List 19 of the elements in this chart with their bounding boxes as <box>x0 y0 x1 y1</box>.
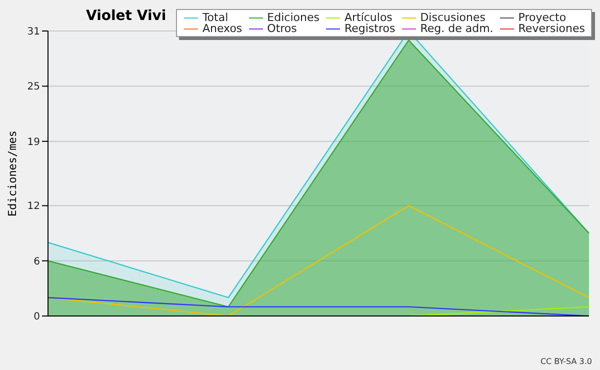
chart-title: Violet Vivi <box>86 8 166 24</box>
text: CC BY-SA 3.0 <box>540 357 592 366</box>
y-axis-title: Ediciones/mes <box>6 130 19 217</box>
y-tick-label: 31 <box>27 26 40 38</box>
y-tick-label: 19 <box>27 136 40 148</box>
y-tick-label: 6 <box>34 256 40 268</box>
y-tick-label: 0 <box>34 312 40 323</box>
legend-label: Anexos <box>202 22 242 35</box>
legend-label: Discusiones <box>420 11 486 24</box>
legend-label: Reg. de adm. <box>420 22 494 35</box>
legend-label: Registros <box>344 22 396 35</box>
legend-label: Artículos <box>344 11 392 24</box>
y-tick-label: 25 <box>27 82 40 93</box>
legend-label: Reversiones <box>518 22 585 35</box>
legend-label: Proyecto <box>518 11 566 24</box>
legend-label: Otros <box>267 22 297 35</box>
y-tick-label: 12 <box>27 201 40 212</box>
legend-label: Total <box>202 11 228 24</box>
legend-label: Ediciones <box>267 11 320 24</box>
